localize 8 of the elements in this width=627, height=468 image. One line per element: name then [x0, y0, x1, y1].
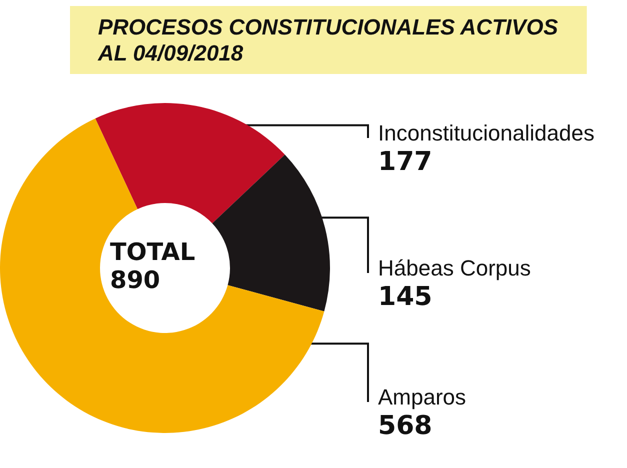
- slice-label: Inconstitucionalidades: [378, 120, 594, 146]
- data-label: 177: [378, 147, 432, 177]
- chart-title: PROCESOS CONSTITUCIONALES ACTIVOS AL 04/09/2018: [97, 14, 558, 66]
- data-label: 145: [378, 282, 432, 312]
- slice-label: Hábeas Corpus: [378, 256, 531, 280]
- text: TOTAL 890: [110, 238, 196, 294]
- data-label: 568: [378, 411, 432, 441]
- slice-label: Amparos: [378, 384, 466, 410]
